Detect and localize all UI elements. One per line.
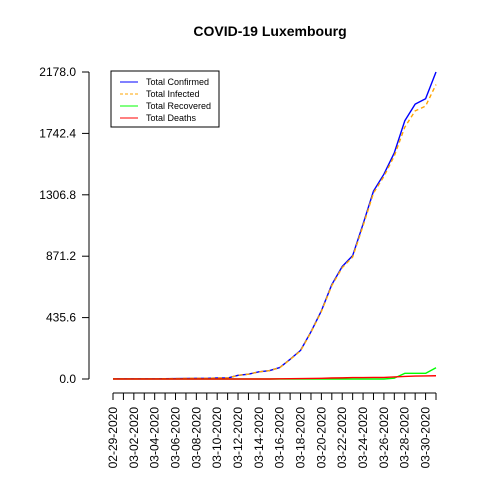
- x-tick-label: 03-16-2020: [273, 407, 287, 469]
- x-tick-label: 03-10-2020: [210, 407, 224, 469]
- y-tick-label: 1742.4: [39, 126, 76, 140]
- x-tick-label: 03-12-2020: [231, 407, 245, 469]
- series-line-total-deaths: [113, 375, 437, 380]
- x-tick-label: 03-18-2020: [294, 407, 308, 469]
- x-tick-label: 03-08-2020: [189, 407, 203, 469]
- legend-label: Total Recovered: [146, 101, 211, 111]
- x-tick-label: 03-24-2020: [356, 407, 370, 469]
- y-axis: 0.0 435.6 871.2 1306.8 1742.4 2178.0: [39, 65, 90, 386]
- x-tick-label: 03-30-2020: [419, 407, 433, 469]
- y-tick-label: 2178.0: [39, 65, 76, 79]
- legend: Total Confirmed Total Infected Total Recov…: [110, 70, 220, 128]
- x-tick-label: 03-02-2020: [127, 407, 141, 469]
- plot-area: [113, 71, 437, 380]
- x-tick-label: 03-20-2020: [314, 407, 328, 469]
- chart-title: COVID-19 Luxembourg: [193, 23, 346, 39]
- y-tick-label: 871.2: [46, 249, 76, 263]
- legend-label: Total Infected: [146, 89, 200, 99]
- x-tick-label: 03-22-2020: [335, 407, 349, 469]
- x-tick-label: 03-14-2020: [252, 407, 266, 469]
- legend-label: Total Deaths: [146, 113, 197, 123]
- y-tick-label: 435.6: [46, 311, 76, 325]
- x-tick-label: 03-26-2020: [377, 407, 391, 469]
- x-tick-label: 03-06-2020: [169, 407, 183, 469]
- y-tick-label: 1306.8: [39, 188, 76, 202]
- legend-label: Total Confirmed: [146, 77, 209, 87]
- series-line-total-infected: [113, 84, 437, 380]
- x-tick-label: 03-28-2020: [398, 407, 412, 469]
- x-tick-label: 03-04-2020: [148, 407, 162, 469]
- x-axis: 02-29-2020 03-02-2020 03-04-2020 03-06-2020…: [106, 392, 437, 469]
- y-tick-label: 0.0: [59, 372, 76, 386]
- x-tick-label: 02-29-2020: [106, 407, 120, 469]
